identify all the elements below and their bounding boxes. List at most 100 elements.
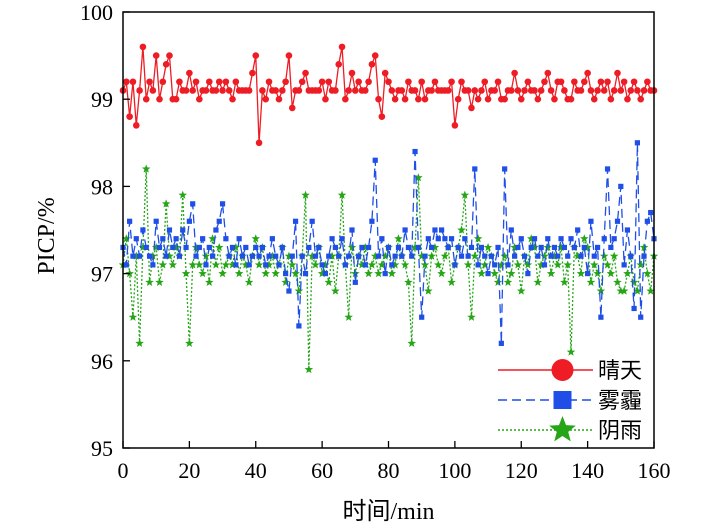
data-point (249, 253, 256, 259)
data-point (576, 269, 586, 278)
data-point (410, 242, 420, 252)
data-point (302, 69, 309, 77)
data-point (530, 242, 539, 252)
data-point (171, 242, 181, 252)
data-point (232, 78, 240, 86)
data-point (431, 78, 439, 86)
data-point (494, 78, 502, 86)
data-point (644, 218, 650, 224)
data-point (272, 87, 279, 94)
data-point (149, 87, 157, 94)
x-axis-label: 时间/min (342, 498, 434, 525)
data-point (349, 227, 355, 233)
data-point (577, 87, 585, 94)
data-point (546, 269, 556, 278)
data-point (590, 95, 598, 103)
data-point (127, 218, 133, 224)
data-point (545, 236, 551, 242)
data-point (558, 236, 564, 242)
data-point (143, 244, 149, 251)
data-point (601, 236, 607, 242)
data-point (609, 251, 619, 260)
data-point (521, 87, 528, 94)
data-point (553, 260, 563, 269)
data-point (170, 244, 176, 251)
data-point (604, 78, 611, 86)
data-point (245, 87, 253, 94)
data-point (329, 236, 335, 242)
data-point (457, 225, 466, 234)
data-point (256, 253, 262, 259)
data-point (385, 78, 392, 86)
data-point (531, 87, 538, 94)
legend-label: 阴雨 (598, 419, 642, 444)
x-tick-label: 100 (438, 458, 471, 483)
data-point (390, 260, 400, 269)
data-point (536, 260, 546, 269)
data-point (517, 95, 525, 103)
data-point (511, 69, 518, 77)
legend-marker (549, 416, 576, 442)
data-point (616, 286, 626, 295)
data-point (136, 253, 143, 259)
data-point (515, 244, 521, 251)
data-point (412, 148, 418, 155)
y-tick-label: 96 (91, 349, 113, 374)
data-point (268, 251, 277, 260)
data-point (229, 95, 236, 103)
data-point (299, 253, 305, 259)
data-point (362, 262, 368, 268)
data-point (327, 251, 337, 260)
data-point (129, 78, 137, 86)
data-point (173, 236, 179, 242)
data-point (621, 262, 627, 268)
data-point (484, 95, 492, 103)
data-point (218, 269, 227, 278)
data-point (538, 244, 544, 251)
data-point (205, 78, 213, 86)
data-point (219, 87, 226, 94)
data-point (302, 271, 309, 277)
data-point (640, 87, 648, 94)
data-point (639, 242, 649, 252)
data-point (158, 260, 168, 269)
data-point (584, 69, 591, 77)
data-point (473, 234, 483, 243)
data-point (133, 236, 139, 242)
data-point (345, 87, 352, 94)
data-point (234, 269, 244, 278)
data-point (421, 95, 429, 103)
data-point (148, 251, 158, 260)
data-point (337, 190, 347, 199)
data-point (162, 61, 170, 68)
data-point (580, 234, 589, 243)
data-point (379, 236, 385, 242)
data-point (122, 234, 131, 243)
data-point (415, 244, 421, 251)
data-point (402, 227, 408, 233)
data-point (618, 183, 624, 189)
data-point (385, 244, 392, 251)
data-point (437, 269, 446, 278)
data-point (604, 166, 611, 172)
data-point (424, 286, 433, 295)
data-point (172, 95, 180, 103)
data-point (513, 260, 523, 269)
data-point (309, 218, 315, 224)
data-point (291, 269, 300, 278)
data-point (594, 87, 601, 94)
data-point (128, 312, 138, 321)
data-point (319, 262, 325, 268)
data-point (342, 262, 348, 268)
data-point (375, 95, 382, 103)
data-point (502, 166, 508, 172)
data-point (442, 236, 448, 242)
data-point (551, 244, 558, 251)
data-point (468, 104, 475, 112)
x-tick-label: 20 (178, 458, 200, 483)
data-point (422, 253, 428, 259)
data-point (492, 262, 498, 268)
data-point (292, 218, 299, 224)
data-point (249, 69, 256, 77)
data-point (262, 95, 270, 103)
